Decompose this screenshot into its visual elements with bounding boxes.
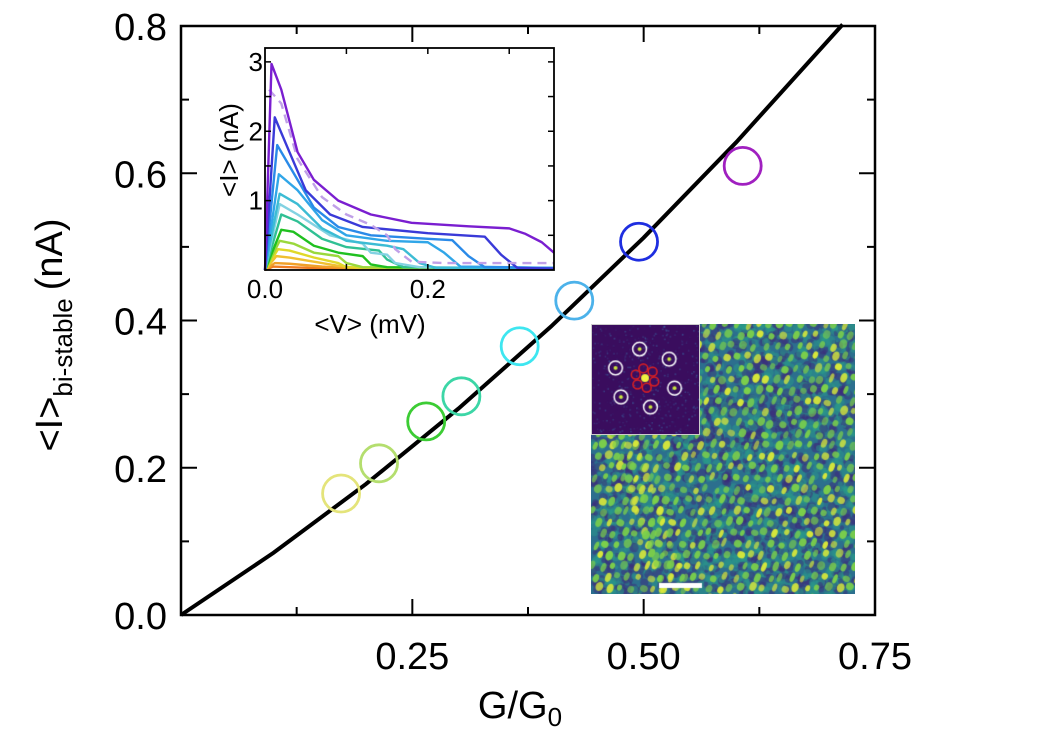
inset-x-axis-label: <V> (mV) — [314, 309, 425, 339]
data-point — [359, 443, 399, 484]
data-point — [722, 145, 763, 186]
data-point — [554, 280, 595, 321]
inset-x-tick-label: 0.2 — [410, 274, 446, 304]
inset-series-line — [263, 239, 555, 271]
y-tick-label: 0.0 — [114, 596, 167, 638]
inset-series-line — [263, 228, 555, 271]
inset-series-line — [263, 116, 555, 271]
fft-image-inset — [591, 324, 700, 435]
inset-y-tick-label: 2 — [249, 116, 263, 146]
y-tick-label: 0.6 — [114, 154, 167, 196]
data-point — [499, 326, 540, 367]
inset-y-tick-label: 3 — [249, 47, 263, 77]
inset-series-line — [263, 143, 555, 271]
main-x-axis-label: G/G0 — [478, 685, 562, 732]
y-tick-label: 0.4 — [114, 302, 167, 344]
inset-series-line — [264, 254, 555, 271]
inset-series-line — [268, 88, 554, 265]
inset-x-tick-label: 0.0 — [247, 274, 283, 304]
data-point — [619, 221, 659, 262]
inset-series-line — [263, 202, 555, 271]
data-point — [321, 473, 361, 514]
data-point — [406, 401, 447, 442]
inset-series-line — [263, 62, 555, 271]
main-y-axis-label: <I>bi-stable(nA) — [29, 218, 78, 451]
x-tick-label: 0.75 — [838, 636, 912, 678]
data-point — [441, 376, 482, 417]
inset-y-axis-label: <I> (nA) — [214, 103, 244, 197]
x-tick-label: 0.25 — [375, 636, 449, 678]
x-tick-label: 0.50 — [607, 636, 681, 678]
inset-plot-frame — [264, 47, 555, 271]
inset-y-tick-label: 1 — [249, 186, 263, 216]
y-tick-label: 0.2 — [114, 449, 167, 491]
inset-series-line — [263, 173, 555, 271]
fit-line — [179, 23, 845, 617]
y-tick-label: 0.8 — [114, 7, 167, 49]
